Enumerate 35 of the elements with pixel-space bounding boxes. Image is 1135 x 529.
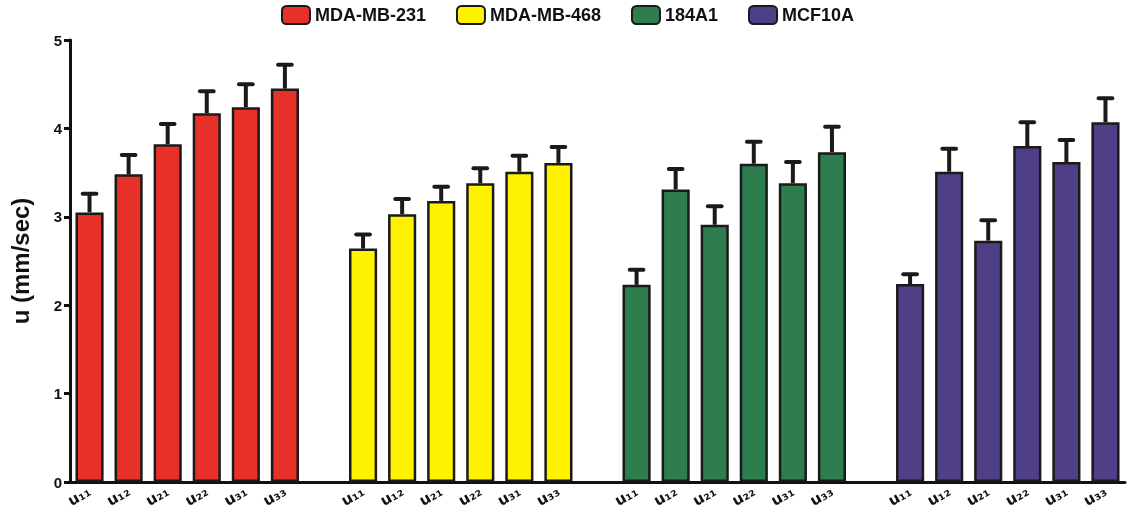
x-tick-label: u₂₁ [689,482,720,510]
x-tick-label: u₃₃ [533,482,563,510]
x-tick-label: u₂₂ [455,482,485,510]
x-tick-label: u₂₁ [963,482,993,510]
x-tick-label: u₁₂ [377,482,407,510]
y-tick-label: 5 [53,31,62,49]
x-tick-label: u₃₁ [767,482,798,510]
x-tick-label: u₁₁ [64,482,95,510]
x-tick-label: u₃₁ [1041,482,1071,510]
x-tick-label: u₃₃ [806,482,837,510]
x-tick-label: u₃₃ [259,482,290,510]
x-tick-label: u₃₁ [220,482,251,510]
y-tick-label: 2 [53,296,62,314]
legend-label: 184A1 [664,5,719,25]
legend-label: MDA-MB-231 [314,5,426,25]
x-tick-label: u₂₂ [181,482,212,510]
x-tick-label: u₂₁ [416,482,446,510]
y-tick-label: 1 [53,385,62,403]
legend-label: MCF10A [782,5,855,25]
x-tick-label: u₁₂ [650,482,681,510]
x-tick-label: u₂₂ [728,482,759,510]
x-tick-label: u₁₂ [924,482,954,510]
x-tick-label: u₂₁ [142,482,173,510]
y-tick-label: 4 [53,119,63,137]
legend-label: MDA-MB-468 [489,5,601,25]
x-tick-label: u₂₂ [1002,482,1032,510]
x-tick-label: u₃₃ [1080,482,1110,510]
y-tick-label: 3 [53,208,62,226]
y-tick-label: 0 [53,473,62,491]
x-tick-label: u₁₂ [103,482,134,510]
x-tick-label: u₁₁ [884,482,915,510]
x-tick-label: u₁₁ [337,482,368,510]
x-tick-label: u₁₁ [611,482,642,510]
x-tick-label: u₃₁ [494,482,524,510]
y-axis-title: u (mm/sec) [6,197,34,325]
